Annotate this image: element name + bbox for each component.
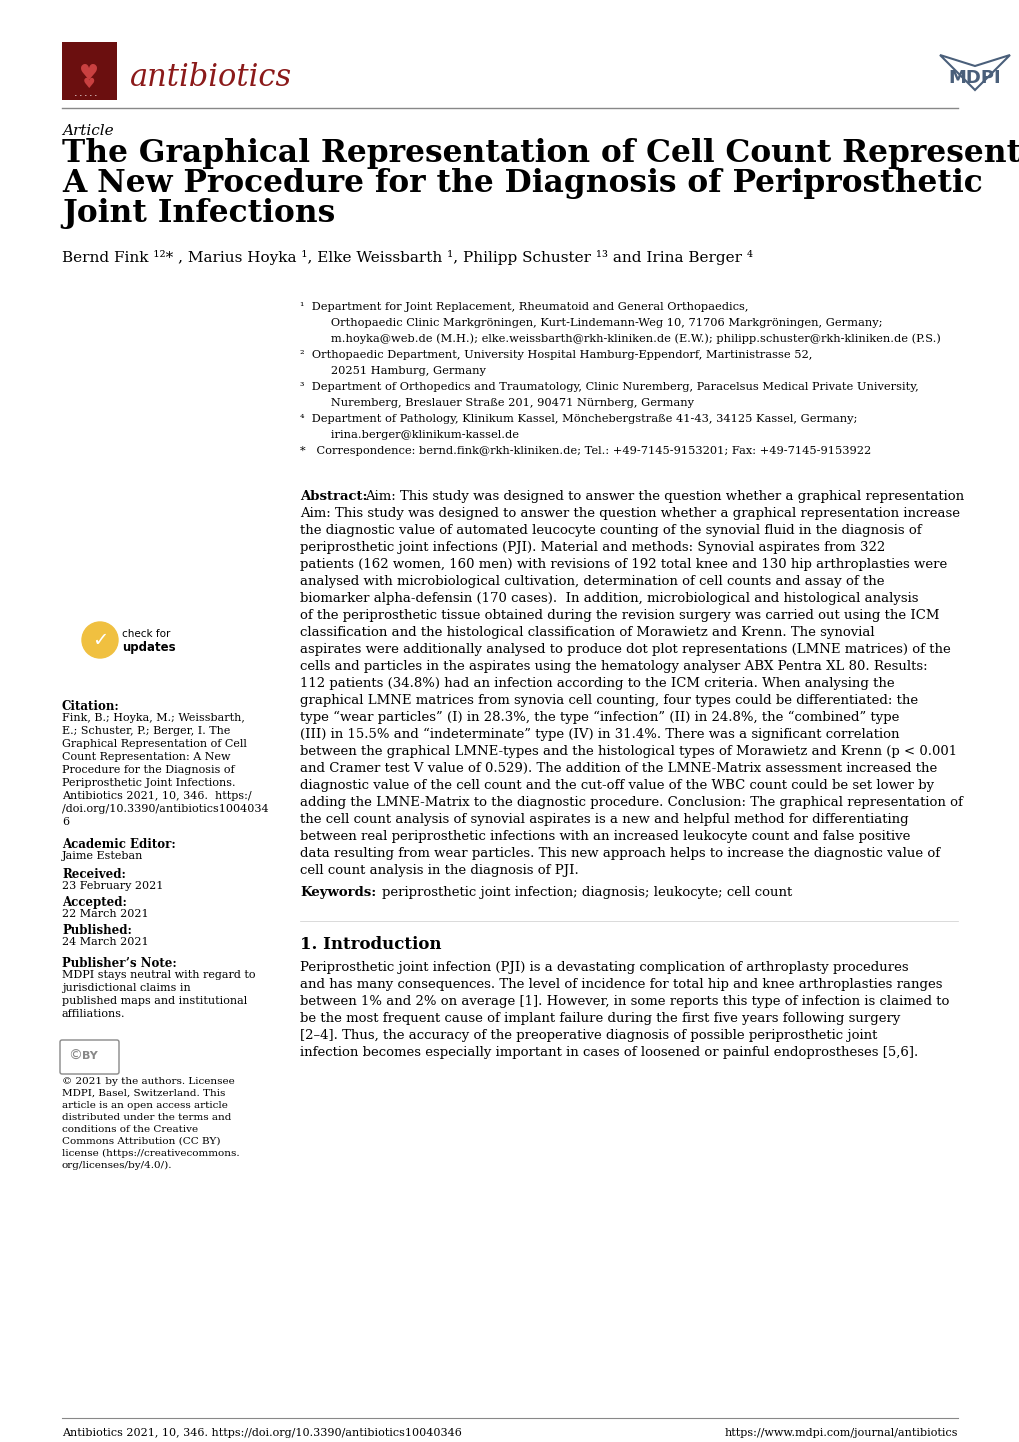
Text: Received:: Received: xyxy=(62,868,125,881)
Text: MDPI, Basel, Switzerland. This: MDPI, Basel, Switzerland. This xyxy=(62,1089,225,1097)
Text: periprosthetic joint infections (PJI). Material and methods: Synovial aspirates : periprosthetic joint infections (PJI). M… xyxy=(300,541,884,554)
Text: and Cramer test V value of 0.529). The addition of the LMNE-Matrix assessment in: and Cramer test V value of 0.529). The a… xyxy=(300,761,936,774)
Text: type “wear particles” (I) in 28.3%, the type “infection” (II) in 24.8%, the “com: type “wear particles” (I) in 28.3%, the … xyxy=(300,711,899,724)
Text: conditions of the Creative: conditions of the Creative xyxy=(62,1125,198,1133)
Text: analysed with microbiological cultivation, determination of cell counts and assa: analysed with microbiological cultivatio… xyxy=(300,575,883,588)
Text: Procedure for the Diagnosis of: Procedure for the Diagnosis of xyxy=(62,766,234,774)
Text: Count Representation: A New: Count Representation: A New xyxy=(62,751,230,761)
Text: ⁴  Department of Pathology, Klinikum Kassel, Mönchebergstraße 41-43, 34125 Kasse: ⁴ Department of Pathology, Klinikum Kass… xyxy=(300,414,857,424)
Text: and has many consequences. The level of incidence for total hip and knee arthrop: and has many consequences. The level of … xyxy=(300,978,942,991)
Text: Antibiotics 2021, 10, 346. https://doi.org/10.3390/antibiotics10040346: Antibiotics 2021, 10, 346. https://doi.o… xyxy=(62,1428,462,1438)
Text: ✓: ✓ xyxy=(92,630,108,649)
Text: org/licenses/by/4.0/).: org/licenses/by/4.0/). xyxy=(62,1161,172,1169)
Text: Orthopaedic Clinic Markgröningen, Kurt-Lindemann-Weg 10, 71706 Markgröningen, Ge: Orthopaedic Clinic Markgröningen, Kurt-L… xyxy=(320,319,881,327)
Text: infection becomes especially important in cases of loosened or painful endoprost: infection becomes especially important i… xyxy=(300,1045,917,1058)
Text: cells and particles in the aspirates using the hematology analyser ABX Pentra XL: cells and particles in the aspirates usi… xyxy=(300,660,926,673)
Text: check for: check for xyxy=(122,629,170,639)
Text: article is an open access article: article is an open access article xyxy=(62,1102,227,1110)
Text: Periprosthetic joint infection (PJI) is a devastating complication of arthroplas: Periprosthetic joint infection (PJI) is … xyxy=(300,960,908,973)
Text: diagnostic value of the cell count and the cut-off value of the WBC count could : diagnostic value of the cell count and t… xyxy=(300,779,933,792)
Text: between real periprosthetic infections with an increased leukocyte count and fal: between real periprosthetic infections w… xyxy=(300,831,910,844)
Text: the cell count analysis of synovial aspirates is a new and helpful method for di: the cell count analysis of synovial aspi… xyxy=(300,813,908,826)
Text: Fink, B.; Hoyka, M.; Weissbarth,: Fink, B.; Hoyka, M.; Weissbarth, xyxy=(62,712,245,722)
Text: biomarker alpha-defensin (170 cases).  In addition, microbiological and histolog: biomarker alpha-defensin (170 cases). In… xyxy=(300,593,917,606)
Text: ·: · xyxy=(85,91,88,101)
Text: ©: © xyxy=(68,1048,82,1063)
Text: ·: · xyxy=(89,91,93,101)
Text: Citation:: Citation: xyxy=(62,699,119,712)
Text: Graphical Representation of Cell: Graphical Representation of Cell xyxy=(62,738,247,748)
Text: of the periprosthetic tissue obtained during the revision surgery was carried ou: of the periprosthetic tissue obtained du… xyxy=(300,609,938,622)
Text: 23 February 2021: 23 February 2021 xyxy=(62,881,163,891)
Text: between the graphical LMNE-types and the histological types of Morawietz and Kre: between the graphical LMNE-types and the… xyxy=(300,746,956,758)
Text: ♥: ♥ xyxy=(78,63,99,84)
Text: cell count analysis in the diagnosis of PJI.: cell count analysis in the diagnosis of … xyxy=(300,864,578,877)
FancyBboxPatch shape xyxy=(62,42,117,99)
Text: *   Correspondence: bernd.fink@rkh-kliniken.de; Tel.: +49-7145-9153201; Fax: +49: * Correspondence: bernd.fink@rkh-klinike… xyxy=(300,446,870,456)
Text: affiliations.: affiliations. xyxy=(62,1009,125,1019)
Text: (III) in 15.5% and “indeterminate” type (IV) in 31.4%. There was a significant c: (III) in 15.5% and “indeterminate” type … xyxy=(300,728,899,741)
Text: ¹  Department for Joint Replacement, Rheumatoid and General Orthopaedics,: ¹ Department for Joint Replacement, Rheu… xyxy=(300,301,748,311)
Text: 22 March 2021: 22 March 2021 xyxy=(62,908,149,919)
Circle shape xyxy=(82,622,118,658)
Text: 6: 6 xyxy=(62,818,69,828)
Text: Published:: Published: xyxy=(62,924,131,937)
Text: Commons Attribution (CC BY): Commons Attribution (CC BY) xyxy=(62,1136,220,1146)
Text: ³  Department of Orthopedics and Traumatology, Clinic Nuremberg, Paracelsus Medi: ³ Department of Orthopedics and Traumato… xyxy=(300,382,918,392)
Text: classification and the histological classification of Morawietz and Krenn. The s: classification and the histological clas… xyxy=(300,626,873,639)
Text: patients (162 women, 160 men) with revisions of 192 total knee and 130 hip arthr: patients (162 women, 160 men) with revis… xyxy=(300,558,947,571)
Text: distributed under the terms and: distributed under the terms and xyxy=(62,1113,231,1122)
Text: BY: BY xyxy=(83,1051,98,1061)
Text: graphical LMNE matrices from synovia cell counting, four types could be differen: graphical LMNE matrices from synovia cel… xyxy=(300,694,917,707)
Text: ²  Orthopaedic Department, University Hospital Hamburg-Eppendorf, Martinistrasse: ² Orthopaedic Department, University Hos… xyxy=(300,350,811,360)
Text: ·: · xyxy=(79,91,83,101)
Text: Antibiotics 2021, 10, 346.  https:/: Antibiotics 2021, 10, 346. https:/ xyxy=(62,792,252,800)
Text: between 1% and 2% on average [1]. However, in some reports this type of infectio: between 1% and 2% on average [1]. Howeve… xyxy=(300,995,949,1008)
Text: A New Procedure for the Diagnosis of Periprosthetic: A New Procedure for the Diagnosis of Per… xyxy=(62,169,981,199)
Text: data resulting from wear particles. This new approach helps to increase the diag: data resulting from wear particles. This… xyxy=(300,846,940,859)
Text: published maps and institutional: published maps and institutional xyxy=(62,996,247,1007)
Text: antibiotics: antibiotics xyxy=(129,62,291,94)
Text: MDPI stays neutral with regard to: MDPI stays neutral with regard to xyxy=(62,970,255,981)
Text: m.hoyka@web.de (M.H.); elke.weissbarth@rkh-kliniken.de (E.W.); philipp.schuster@: m.hoyka@web.de (M.H.); elke.weissbarth@r… xyxy=(320,333,940,345)
Text: Aim: This study was designed to answer the question whether a graphical represen: Aim: This study was designed to answer t… xyxy=(365,490,963,503)
Text: updates: updates xyxy=(122,642,175,655)
Text: The Graphical Representation of Cell Count Representation:: The Graphical Representation of Cell Cou… xyxy=(62,138,1019,169)
Text: jurisdictional claims in: jurisdictional claims in xyxy=(62,983,191,994)
Text: 1. Introduction: 1. Introduction xyxy=(300,936,441,953)
Text: Accepted:: Accepted: xyxy=(62,895,126,908)
Text: 24 March 2021: 24 March 2021 xyxy=(62,937,149,947)
Text: https://www.mdpi.com/journal/antibiotics: https://www.mdpi.com/journal/antibiotics xyxy=(723,1428,957,1438)
Text: adding the LMNE-Matrix to the diagnostic procedure. Conclusion: The graphical re: adding the LMNE-Matrix to the diagnostic… xyxy=(300,796,962,809)
Text: aspirates were additionally analysed to produce dot plot representations (LMNE m: aspirates were additionally analysed to … xyxy=(300,643,950,656)
Text: /doi.org/10.3390/antibiotics1004034: /doi.org/10.3390/antibiotics1004034 xyxy=(62,805,268,813)
Text: Periprosthetic Joint Infections.: Periprosthetic Joint Infections. xyxy=(62,779,235,787)
Text: ·: · xyxy=(94,91,98,101)
Text: irina.berger@klinikum-kassel.de: irina.berger@klinikum-kassel.de xyxy=(320,430,519,440)
Text: ♥: ♥ xyxy=(83,76,95,91)
Text: be the most frequent cause of implant failure during the first five years follow: be the most frequent cause of implant fa… xyxy=(300,1012,900,1025)
Text: Article: Article xyxy=(62,124,113,138)
Text: MDPI: MDPI xyxy=(948,69,1001,87)
Text: Academic Editor:: Academic Editor: xyxy=(62,838,175,851)
Text: Joint Infections: Joint Infections xyxy=(62,198,335,229)
Text: [2–4]. Thus, the accuracy of the preoperative diagnosis of possible periprosthet: [2–4]. Thus, the accuracy of the preoper… xyxy=(300,1030,876,1043)
Text: Jaime Esteban: Jaime Esteban xyxy=(62,851,144,861)
Text: Abstract:: Abstract: xyxy=(300,490,367,503)
Text: © 2021 by the authors. Licensee: © 2021 by the authors. Licensee xyxy=(62,1077,234,1086)
Text: Bernd Fink ¹²* , Marius Hoyka ¹, Elke Weissbarth ¹, Philipp Schuster ¹³ and Irin: Bernd Fink ¹²* , Marius Hoyka ¹, Elke We… xyxy=(62,249,752,265)
Text: Nuremberg, Breslauer Straße 201, 90471 Nürnberg, Germany: Nuremberg, Breslauer Straße 201, 90471 N… xyxy=(320,398,693,408)
Text: 112 patients (34.8%) had an infection according to the ICM criteria. When analys: 112 patients (34.8%) had an infection ac… xyxy=(300,676,894,691)
Text: license (https://creativecommons.: license (https://creativecommons. xyxy=(62,1149,239,1158)
Text: 20251 Hamburg, Germany: 20251 Hamburg, Germany xyxy=(320,366,485,376)
Text: periprosthetic joint infection; diagnosis; leukocyte; cell count: periprosthetic joint infection; diagnosi… xyxy=(382,885,792,898)
Text: the diagnostic value of automated leucocyte counting of the synovial fluid in th: the diagnostic value of automated leucoc… xyxy=(300,523,921,536)
Text: ·: · xyxy=(74,91,77,101)
Text: E.; Schuster, P.; Berger, I. The: E.; Schuster, P.; Berger, I. The xyxy=(62,725,230,735)
Text: Aim: This study was designed to answer the question whether a graphical represen: Aim: This study was designed to answer t… xyxy=(300,508,959,521)
Text: Keywords:: Keywords: xyxy=(300,885,376,898)
FancyBboxPatch shape xyxy=(60,1040,119,1074)
Text: Publisher’s Note:: Publisher’s Note: xyxy=(62,957,176,970)
